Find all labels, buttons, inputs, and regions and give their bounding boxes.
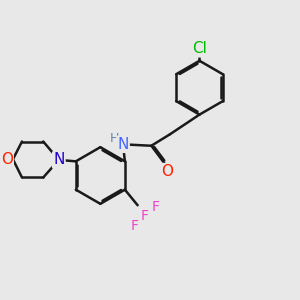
Text: F: F — [131, 219, 139, 232]
Text: O: O — [1, 152, 13, 167]
Text: F: F — [151, 200, 159, 214]
Text: Cl: Cl — [192, 41, 207, 56]
Text: N: N — [117, 137, 129, 152]
Text: F: F — [141, 209, 149, 223]
Text: H: H — [109, 132, 119, 145]
Text: O: O — [161, 164, 173, 179]
Text: N: N — [53, 152, 64, 167]
